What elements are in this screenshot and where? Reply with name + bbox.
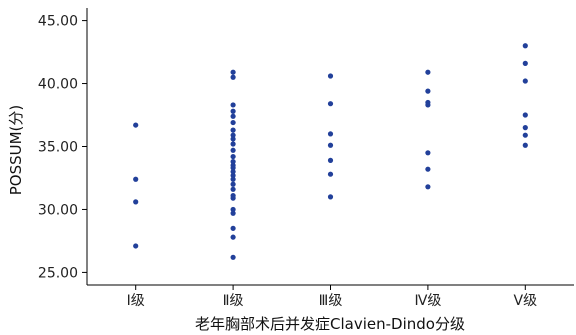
y-axis: 25.00 30.00 35.00 40.00 45.00 — [38, 8, 88, 285]
data-point — [230, 69, 236, 75]
data-point — [522, 125, 528, 131]
data-point — [230, 153, 236, 160]
data-point — [327, 157, 334, 163]
data-point — [133, 176, 139, 182]
data-point — [425, 184, 431, 190]
data-point — [230, 169, 236, 175]
x-tick-label: Ⅳ级 — [414, 293, 441, 309]
data-point — [425, 69, 431, 75]
data-point — [133, 243, 139, 249]
data-point — [230, 119, 236, 126]
data-point — [327, 73, 334, 79]
data-point — [327, 171, 334, 177]
y-tick-label: 30.00 — [38, 202, 78, 218]
data-point — [230, 102, 236, 108]
data-points — [133, 43, 528, 260]
data-point — [230, 254, 236, 260]
x-tick-label: Ⅴ级 — [514, 293, 538, 309]
x-tick-label: Ⅲ级 — [319, 293, 343, 309]
y-tick-label: 25.00 — [38, 265, 78, 281]
data-point — [327, 194, 334, 200]
y-tick-label: 45.00 — [38, 14, 78, 30]
y-tick-label: 35.00 — [38, 140, 78, 156]
data-point — [230, 165, 236, 171]
data-point — [230, 141, 236, 147]
y-axis-title: POSSUM(分) — [7, 105, 25, 196]
data-point — [425, 88, 431, 94]
x-axis: Ⅰ级 Ⅱ级 Ⅲ级 Ⅳ级 Ⅴ级 — [87, 284, 574, 309]
data-point — [522, 60, 528, 66]
x-axis-title: 老年胸部术后并发症Clavien-Dindo分级 — [195, 315, 465, 333]
data-point — [425, 166, 431, 172]
data-point — [230, 206, 236, 213]
data-point — [230, 172, 236, 179]
data-point — [133, 199, 139, 205]
x-tick-label: Ⅱ级 — [223, 293, 244, 309]
data-point — [230, 127, 236, 133]
data-point — [230, 136, 236, 142]
data-point — [425, 102, 431, 108]
data-point — [230, 159, 236, 165]
data-point — [522, 78, 528, 84]
data-point — [133, 122, 139, 128]
data-point — [230, 176, 236, 182]
data-point — [230, 225, 236, 231]
data-point — [230, 113, 236, 119]
data-point — [230, 210, 236, 216]
data-point — [327, 131, 334, 137]
data-point — [230, 195, 236, 201]
data-point — [230, 132, 236, 138]
data-point — [425, 150, 431, 156]
data-point — [327, 101, 334, 107]
data-point — [230, 108, 236, 114]
data-point — [230, 181, 236, 187]
data-point — [230, 74, 236, 80]
data-point — [230, 234, 236, 240]
data-point — [522, 132, 528, 138]
data-point — [522, 43, 528, 49]
data-point — [230, 147, 236, 153]
x-tick-label: Ⅰ级 — [127, 293, 145, 309]
data-point — [522, 112, 528, 118]
data-point — [327, 142, 334, 148]
data-point — [522, 142, 528, 148]
data-point — [230, 186, 236, 192]
y-tick-label: 40.00 — [38, 77, 78, 93]
